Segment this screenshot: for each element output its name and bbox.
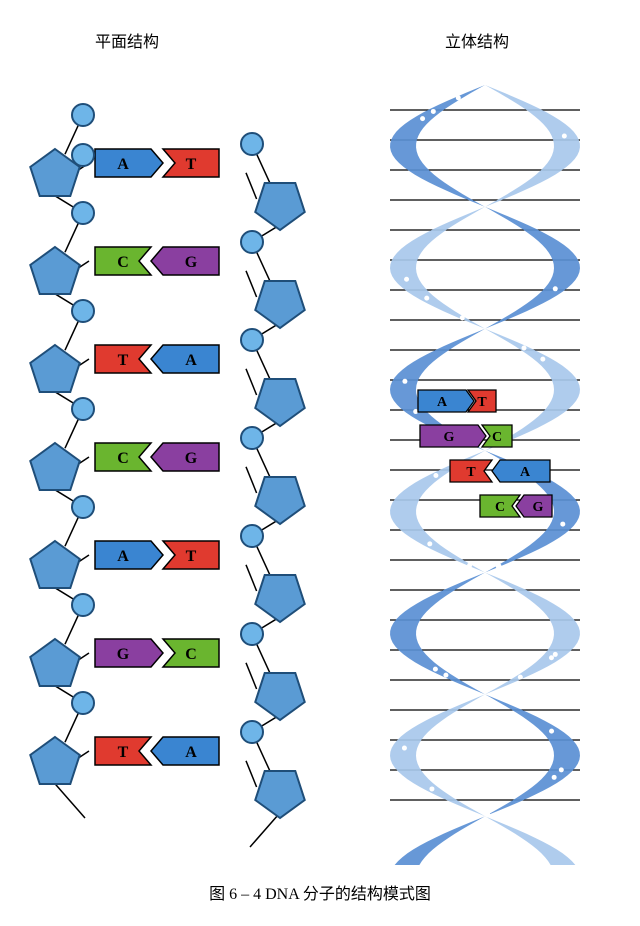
svg-text:T: T xyxy=(477,395,487,410)
figure-caption: 图 6 – 4 DNA 分子的结构模式图 xyxy=(0,880,640,904)
svg-text:G: G xyxy=(444,430,455,445)
svg-text:A: A xyxy=(520,465,531,480)
svg-text:G: G xyxy=(533,500,544,515)
svg-text:C: C xyxy=(492,430,502,445)
svg-text:A: A xyxy=(437,395,448,410)
svg-text:T: T xyxy=(466,465,476,480)
svg-text:C: C xyxy=(495,500,505,515)
helix-structure-diagram: A T G C T A C G xyxy=(0,0,640,926)
